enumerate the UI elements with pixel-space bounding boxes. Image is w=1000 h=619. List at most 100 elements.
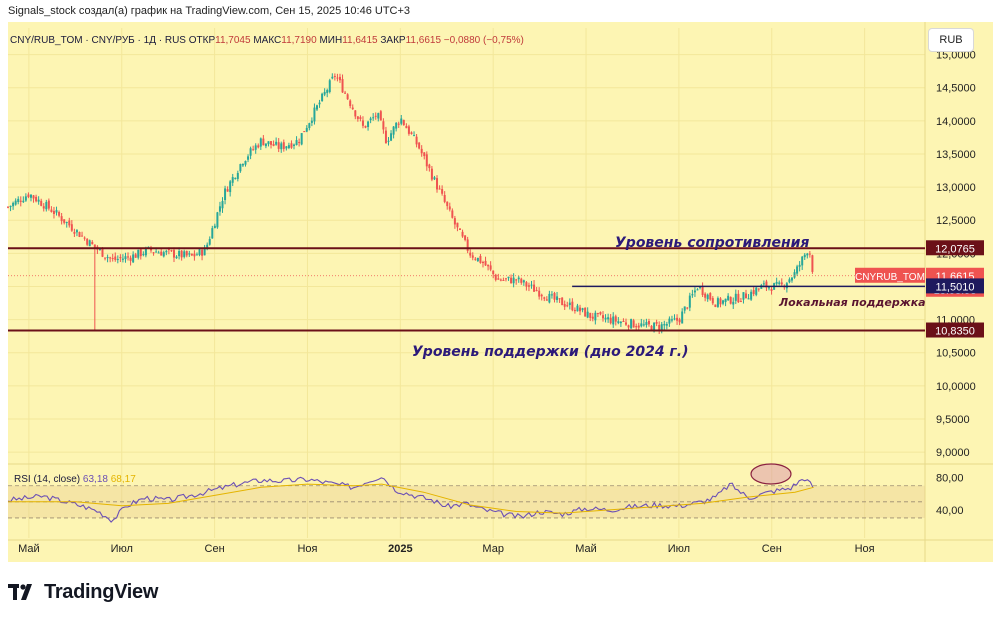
candle-body bbox=[397, 123, 400, 125]
candle-body bbox=[558, 298, 561, 300]
candle-body bbox=[678, 319, 681, 323]
candle-body bbox=[185, 251, 188, 256]
candle-body bbox=[752, 290, 755, 295]
candle-body bbox=[464, 235, 467, 240]
price-axis-tick: 15,0000 bbox=[936, 50, 976, 62]
price-axis-tick: 14,0000 bbox=[936, 116, 976, 128]
currency-button[interactable]: RUB bbox=[928, 28, 974, 52]
candle-body bbox=[803, 254, 806, 258]
candle-body bbox=[471, 255, 474, 258]
candle-body bbox=[591, 316, 594, 319]
legend-low-label: МИН bbox=[319, 35, 343, 46]
candle-body bbox=[259, 138, 262, 147]
candle-body bbox=[420, 148, 423, 154]
candle-body bbox=[178, 251, 181, 257]
candle-body bbox=[645, 322, 648, 326]
candle-body bbox=[390, 133, 393, 141]
candle-body bbox=[114, 256, 117, 260]
candle-body bbox=[346, 94, 349, 100]
candle-body bbox=[704, 293, 707, 298]
candle-body bbox=[622, 320, 625, 322]
candle-body bbox=[543, 297, 546, 299]
candle-body bbox=[502, 279, 505, 281]
candle-body bbox=[203, 247, 206, 256]
legend-close: 11,6615 bbox=[405, 35, 442, 46]
candle-body bbox=[522, 280, 525, 283]
candle-body bbox=[300, 133, 303, 145]
price-axis-tick: 9,0000 bbox=[936, 447, 970, 459]
candle-body bbox=[341, 79, 344, 93]
candle-body bbox=[88, 240, 91, 247]
candle-body bbox=[367, 121, 370, 128]
candle-body bbox=[338, 76, 341, 81]
candle-body bbox=[328, 80, 331, 93]
candle-body bbox=[436, 178, 439, 190]
candle-body bbox=[407, 126, 410, 134]
candle-body bbox=[413, 135, 416, 137]
rsi-line bbox=[7, 476, 814, 523]
price-axis-tick: 9,5000 bbox=[936, 414, 970, 426]
tradingview-logo[interactable]: TradingView bbox=[8, 578, 158, 606]
candle-body bbox=[249, 148, 252, 156]
candle-body bbox=[586, 311, 589, 318]
candle-body bbox=[170, 250, 173, 252]
candle-body bbox=[310, 120, 313, 123]
candle-body bbox=[165, 250, 168, 253]
candle-body bbox=[571, 301, 574, 311]
candle-body bbox=[277, 142, 280, 149]
candle-body bbox=[127, 256, 130, 258]
candle-body bbox=[183, 251, 186, 257]
symbol-tag: CNYRUB_TOM bbox=[855, 272, 925, 283]
candle-body bbox=[180, 250, 183, 258]
levels bbox=[8, 247, 925, 332]
candle-body bbox=[119, 257, 122, 259]
candle-body bbox=[50, 209, 53, 212]
price-axis-tick: 10,5000 bbox=[936, 348, 976, 360]
candle-body bbox=[326, 90, 329, 93]
candle-body bbox=[152, 252, 155, 254]
candle-body bbox=[229, 181, 232, 193]
candle-body bbox=[91, 241, 94, 245]
candle-body bbox=[686, 307, 689, 309]
candle-body bbox=[780, 282, 783, 285]
candle-body bbox=[757, 288, 760, 290]
candle-body bbox=[706, 294, 709, 300]
legend-high: 11,7190 bbox=[281, 35, 317, 46]
price-tags: 12,076511,661513:03:5811,501010,8350CNYR… bbox=[855, 240, 984, 338]
candle-body bbox=[474, 258, 477, 260]
symbol-legend: CNY/RUB_TOM · CNY/РУБ · 1Д · RUS ОТКР11,… bbox=[10, 35, 524, 46]
candle-body bbox=[492, 270, 495, 275]
candle-body bbox=[142, 254, 145, 256]
candle-body bbox=[676, 317, 679, 321]
candle-body bbox=[499, 279, 502, 281]
time-axis-tick: 2025 bbox=[388, 543, 412, 555]
candle-body bbox=[448, 206, 451, 210]
candle-body bbox=[387, 140, 390, 142]
candle-body bbox=[479, 256, 482, 263]
candle-body bbox=[124, 256, 127, 260]
candle-body bbox=[425, 154, 428, 167]
candle-body bbox=[660, 324, 663, 332]
candle-body bbox=[550, 294, 553, 296]
candle-body bbox=[696, 289, 699, 291]
candle-body bbox=[354, 110, 357, 117]
candle-body bbox=[402, 120, 405, 126]
legend-close-label: ЗАКР bbox=[380, 35, 406, 46]
chart-area[interactable] bbox=[8, 22, 993, 562]
support-annotation: Уровень поддержки (дно 2024 г.) bbox=[412, 344, 688, 360]
rsi-highlight-ellipse bbox=[750, 463, 792, 485]
legend-symbol: CNY/RUB_TOM · CNY/РУБ · 1Д · RUS bbox=[10, 35, 186, 46]
candle-body bbox=[63, 219, 66, 223]
candle-body bbox=[545, 299, 548, 301]
candle-body bbox=[321, 93, 324, 102]
candle-body bbox=[60, 216, 63, 222]
candle-body bbox=[308, 123, 311, 129]
candle-body bbox=[451, 210, 454, 218]
candle-body bbox=[218, 206, 221, 212]
time-axis-tick: Ноя bbox=[297, 543, 317, 555]
candle-body bbox=[257, 145, 260, 148]
candle-body bbox=[699, 286, 702, 289]
candle-body bbox=[323, 91, 326, 95]
candle-body bbox=[234, 177, 237, 179]
